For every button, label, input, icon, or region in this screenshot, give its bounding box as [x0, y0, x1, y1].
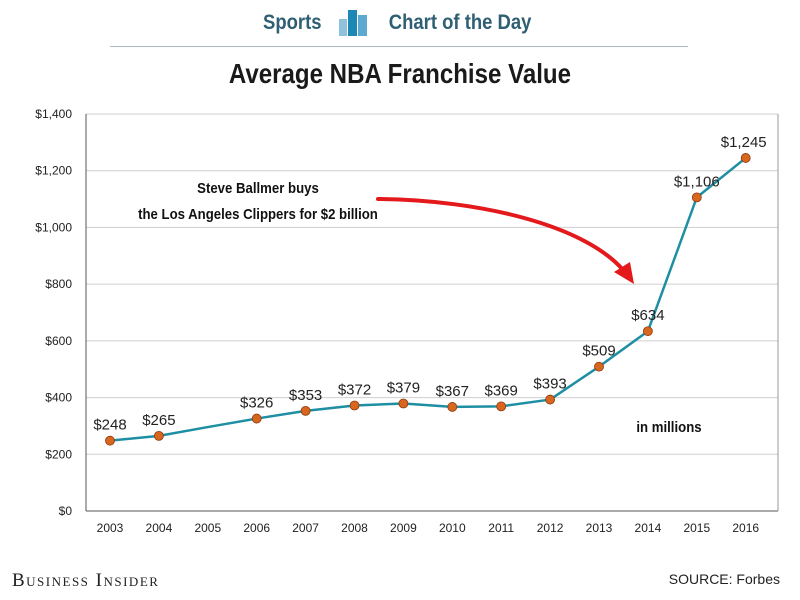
data-point	[594, 361, 604, 372]
data-point	[496, 401, 507, 412]
x-tick-label: 2012	[537, 521, 564, 535]
y-tick-label: $400	[45, 391, 72, 405]
axes	[85, 114, 779, 512]
data-label: $369	[485, 382, 518, 399]
header-sports-label: Sports	[262, 11, 322, 34]
data-label: $353	[289, 387, 322, 404]
data-label: $248	[93, 417, 126, 434]
x-tick-label: 2009	[390, 521, 417, 535]
x-tick-label: 2011	[488, 521, 514, 535]
y-tick-label: $600	[45, 334, 72, 348]
x-tick-label: 2010	[439, 521, 466, 535]
data-point	[105, 435, 115, 446]
x-tick-label: 2008	[341, 521, 368, 535]
y-tick-label: $200	[45, 447, 72, 461]
chart-title: Average NBA Franchise Value	[0, 58, 800, 90]
data-point	[300, 405, 311, 416]
x-tick-label: 2015	[683, 521, 710, 535]
y-tick-label: $1,400	[35, 107, 72, 121]
brand-logo: Business Insider	[12, 570, 160, 591]
data-point	[643, 326, 653, 337]
y-tick-label: $0	[59, 504, 73, 518]
series-line	[109, 156, 747, 442]
data-label: $326	[240, 395, 273, 412]
y-tick-label: $1,000	[35, 220, 72, 234]
bar-chart-icon	[339, 10, 369, 36]
source-note: SOURCE: Forbes	[668, 571, 780, 587]
data-point	[349, 400, 360, 411]
data-series	[109, 156, 747, 442]
chart-title-text: Average NBA Franchise Value	[228, 58, 572, 89]
annotation-line-1: Steve Ballmer buys	[197, 179, 319, 196]
data-label: $372	[338, 382, 371, 399]
y-tick-label: $1,200	[35, 164, 72, 178]
chart-header: Sports Chart of the Day	[0, 0, 800, 46]
x-tick-label: 2004	[146, 521, 173, 535]
x-tick-label: 2003	[97, 521, 124, 535]
annotations: Steve Ballmer buys the Los Angeles Clippe…	[138, 179, 702, 435]
data-point	[153, 430, 164, 441]
x-tick-label: 2007	[292, 521, 319, 535]
header-chart-of-day-label: Chart of the Day	[388, 11, 532, 34]
arrow-shaft	[376, 197, 626, 273]
annotation-line-2: the Los Angeles Clippers for $2 billion	[138, 205, 378, 222]
data-label: $393	[533, 376, 566, 393]
data-point	[740, 153, 751, 163]
x-tick-labels: 2003 2004 2005 2006 2007 2008 2009 2010 2011 2012…	[97, 521, 760, 535]
units-note: in millions	[636, 418, 701, 435]
annotation-arrow	[376, 197, 634, 284]
data-labels: $248 $265 $326 $353 $372 $379 $367 $369 $393 $509…	[93, 134, 766, 434]
x-tick-label: 2013	[586, 521, 613, 535]
header-divider	[110, 46, 688, 47]
x-tick-label: 2016	[732, 521, 759, 535]
data-point	[691, 192, 702, 203]
data-point	[447, 402, 458, 412]
data-label: $509	[582, 343, 615, 360]
grid-lines	[86, 113, 778, 455]
y-tick-labels: $0 $200 $400 $600 $800 $1,000 $1,200 $1,400	[35, 107, 72, 518]
data-point	[398, 398, 409, 409]
data-label: $634	[631, 307, 664, 324]
x-tick-label: 2014	[635, 521, 662, 535]
data-points	[105, 153, 751, 446]
data-point	[251, 413, 262, 424]
data-label: $265	[142, 412, 175, 429]
y-tick-label: $800	[45, 277, 72, 291]
x-tick-label: 2006	[243, 521, 270, 535]
x-tick-label: 2005	[194, 521, 221, 535]
data-label: $1,106	[674, 173, 720, 190]
arrow-head	[614, 262, 634, 284]
data-point	[545, 394, 555, 405]
data-label: $1,245	[721, 134, 767, 151]
data-label: $379	[387, 380, 420, 397]
data-label: $367	[436, 383, 469, 400]
